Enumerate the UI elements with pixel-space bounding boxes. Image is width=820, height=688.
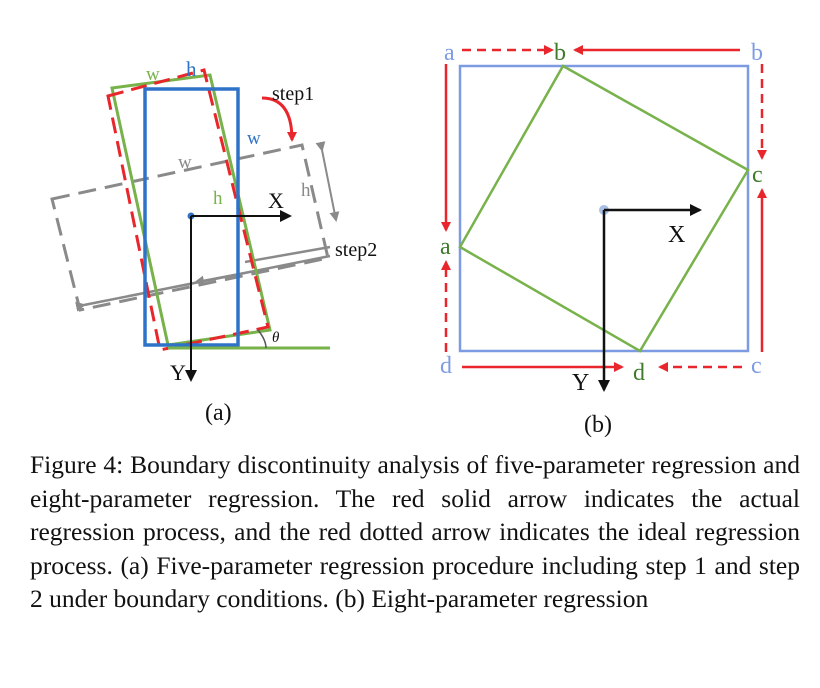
label-w-gray: w (178, 152, 192, 173)
step2-arrow-mid (194, 267, 271, 286)
label-h-blue: h (186, 57, 197, 81)
gray-h-arrow (315, 141, 340, 222)
green-rotated-box (110, 73, 272, 347)
corner-c-bottom: c (751, 353, 762, 379)
theta-arc (257, 329, 267, 349)
figure-svg: w h w w h h step1 step2 X Y θ a b (50, 40, 767, 396)
red-dashed-box (106, 68, 270, 352)
label-x-b: X (668, 222, 685, 248)
label-w-green: w (146, 64, 160, 85)
gray-dashed-box (50, 143, 330, 312)
corner-d-bottom: d (633, 360, 645, 386)
step2-pointer (244, 245, 331, 264)
step1-arrow (261, 96, 297, 142)
label-h-green: h (213, 188, 223, 209)
label-h-gray: h (301, 180, 311, 201)
label-x-a: X (268, 188, 284, 213)
panel-a-label: (a) (205, 400, 232, 426)
label-step2: step2 (335, 239, 377, 261)
label-theta: θ (272, 330, 280, 346)
corner-b-top: b (554, 40, 566, 66)
corner-a-left: a (440, 234, 451, 260)
figure-caption: Figure 4: Boundary discontinuity analysi… (30, 448, 800, 616)
label-step1: step1 (272, 83, 314, 105)
label-y-b: Y (572, 370, 589, 396)
corner-c-right: c (752, 162, 763, 188)
figure: w h w w h h step1 step2 X Y θ a b (50, 40, 767, 438)
corner-d-left: d (440, 353, 452, 379)
panel-b: a b b c a d d c X Y (440, 40, 767, 396)
label-y-a: Y (170, 360, 186, 385)
corner-b-right: b (751, 40, 763, 66)
label-w-blue: w (247, 128, 261, 149)
green-rotated-square (458, 64, 750, 353)
corner-a-top: a (444, 40, 455, 66)
panel-b-label: (b) (584, 412, 612, 438)
caption-text: Figure 4: Boundary discontinuity analysi… (30, 450, 800, 613)
panel-a: w h w w h h step1 step2 X Y θ (50, 57, 377, 385)
